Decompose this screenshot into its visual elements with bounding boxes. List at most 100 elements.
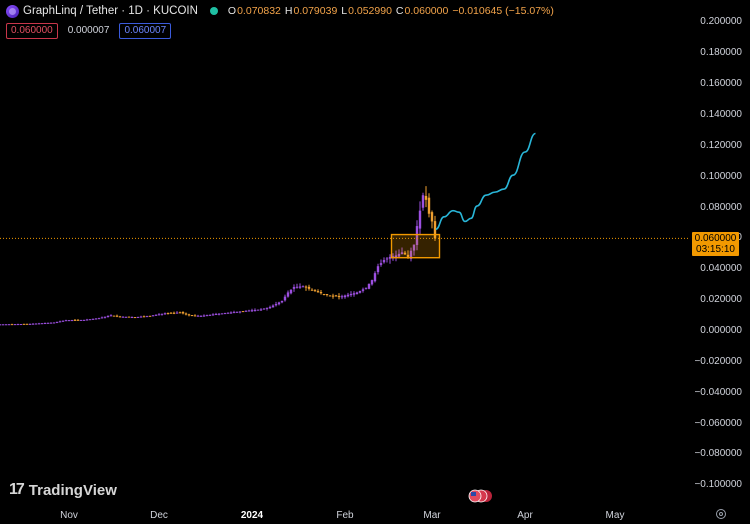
tradingview-mark-icon: 17 bbox=[9, 481, 25, 498]
highlight-zone-box bbox=[390, 233, 441, 259]
candle-body bbox=[427, 197, 431, 214]
candle-body bbox=[349, 293, 353, 296]
candle-body bbox=[253, 309, 257, 311]
price-axis-tick: −0.100000 bbox=[694, 479, 742, 491]
candle-body bbox=[97, 318, 101, 320]
spread-value: 0.000007 bbox=[67, 25, 110, 36]
time-axis-tick: Apr bbox=[517, 510, 533, 521]
candle-body bbox=[55, 321, 59, 323]
price-axis-tick: −0.020000 bbox=[694, 355, 742, 367]
candle-body bbox=[346, 294, 350, 297]
tradingview-logo[interactable]: 17 TradingView bbox=[9, 481, 117, 499]
candle-body bbox=[430, 212, 434, 222]
bid-ask-panel: 0.060000 0.000007 0.060007 bbox=[6, 23, 172, 39]
candle-body bbox=[433, 221, 437, 239]
candle-body bbox=[157, 314, 161, 316]
candle-body bbox=[160, 313, 164, 315]
candle-body bbox=[91, 318, 95, 320]
candle-body bbox=[178, 312, 182, 314]
candle-body bbox=[247, 310, 251, 312]
candle-body bbox=[124, 316, 128, 318]
candle-body bbox=[172, 312, 176, 314]
events-flag-icon[interactable] bbox=[468, 489, 494, 503]
settings-gear-icon[interactable] bbox=[716, 509, 726, 519]
candle-body bbox=[394, 255, 398, 258]
candle-body bbox=[322, 293, 326, 295]
candle-body bbox=[265, 307, 269, 309]
market-status-icon bbox=[209, 7, 218, 15]
candle-body bbox=[361, 289, 365, 291]
candle-body bbox=[271, 305, 275, 308]
time-axis-tick: 2024 bbox=[240, 510, 264, 521]
candle-body bbox=[358, 290, 362, 293]
candle-body bbox=[292, 287, 296, 289]
candle-body bbox=[295, 286, 299, 288]
candle-body bbox=[85, 319, 89, 321]
candle-body bbox=[421, 195, 425, 208]
ohlc-close: C0.060000 bbox=[395, 5, 449, 17]
time-axis-tick: Feb bbox=[336, 510, 354, 521]
bar-countdown: 03:15:10 bbox=[696, 244, 735, 255]
candle-body bbox=[256, 309, 260, 311]
candle-body bbox=[289, 289, 293, 294]
candle-body bbox=[340, 296, 344, 298]
candle-body bbox=[250, 310, 254, 312]
candle-body bbox=[262, 308, 266, 310]
candle-body bbox=[31, 323, 35, 325]
time-axis-tick: Mar bbox=[423, 510, 441, 521]
candle-body bbox=[190, 315, 194, 317]
candle-body bbox=[7, 324, 11, 326]
price-change: −0.010645 (−15.07%) bbox=[452, 5, 554, 17]
candle-body bbox=[325, 294, 329, 296]
candle-body bbox=[238, 311, 242, 313]
candle-body bbox=[316, 291, 320, 293]
graphlinq-logo-icon bbox=[6, 4, 19, 18]
projection-curve bbox=[435, 132, 536, 230]
candle-body bbox=[205, 315, 209, 317]
candle-body bbox=[313, 290, 317, 292]
candle-body bbox=[166, 313, 170, 315]
candle-body bbox=[187, 314, 191, 316]
candle-body bbox=[226, 312, 230, 314]
candle-body bbox=[202, 315, 206, 317]
symbol-title[interactable]: GraphLinq / Tether · 1D · KUCOIN bbox=[23, 5, 198, 17]
ohlc-high: H0.079039 bbox=[284, 5, 338, 17]
candle-body bbox=[184, 313, 188, 315]
candle-body bbox=[280, 300, 284, 303]
candle-body bbox=[121, 316, 125, 318]
candle-body bbox=[88, 319, 92, 321]
candle-body bbox=[235, 311, 239, 313]
last-price-value: 0.060000 bbox=[694, 233, 737, 244]
candle-body bbox=[307, 286, 311, 289]
buy-price-button[interactable]: 0.060007 bbox=[119, 23, 172, 39]
candle-body bbox=[58, 321, 62, 323]
candle-body bbox=[379, 263, 383, 265]
candle-body bbox=[136, 316, 140, 318]
price-axis-tick: −0.080000 bbox=[694, 448, 742, 460]
candle-body bbox=[331, 295, 335, 297]
candle-body bbox=[277, 302, 281, 305]
candle-body bbox=[274, 303, 278, 306]
candle-body bbox=[73, 319, 77, 321]
candle-body bbox=[181, 312, 185, 314]
price-axis-tick: 0.100000 bbox=[700, 170, 742, 182]
symbol-header: GraphLinq / Tether · 1D · KUCOIN O0.0708… bbox=[6, 3, 554, 19]
price-axis-tick: −0.040000 bbox=[694, 386, 742, 398]
price-axis-tick: 0.040000 bbox=[700, 263, 742, 275]
candle-body bbox=[16, 324, 20, 326]
candle-body bbox=[13, 324, 17, 326]
sell-price-button[interactable]: 0.060000 bbox=[6, 23, 58, 39]
candle-body bbox=[0, 324, 2, 326]
candle-body bbox=[64, 320, 68, 322]
tradingview-wordmark: TradingView bbox=[28, 481, 117, 499]
candle-body bbox=[214, 314, 218, 316]
candle-body bbox=[19, 324, 23, 326]
candle-body bbox=[139, 316, 143, 318]
candle-body bbox=[76, 319, 80, 321]
candle-body bbox=[151, 315, 155, 317]
price-axis-tick: −0.060000 bbox=[694, 417, 742, 429]
candle-body bbox=[364, 287, 368, 289]
candle-body bbox=[244, 310, 248, 312]
candle-body bbox=[28, 323, 32, 325]
